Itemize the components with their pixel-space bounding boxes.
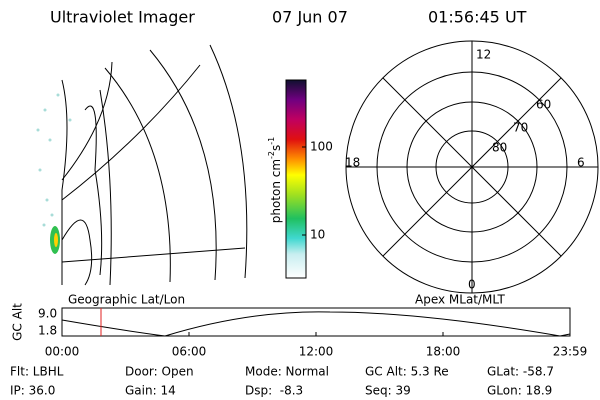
- title: Ultraviolet Imager: [50, 8, 195, 27]
- lat-label: 80: [492, 141, 507, 155]
- mlt-label: 18: [345, 156, 360, 170]
- geographic-map: [36, 44, 248, 286]
- strip-ylabel: GC Alt: [11, 303, 25, 341]
- status-field: Flt: LBHL: [10, 365, 64, 379]
- lat-label: 60: [536, 98, 551, 112]
- time: 01:56:45 UT: [428, 8, 527, 27]
- aurora-core: [54, 233, 58, 247]
- strip-xtick: 12:00: [299, 345, 334, 359]
- strip-xtick: 18:00: [426, 345, 461, 359]
- status-field: IP: 36.0: [10, 384, 55, 398]
- strip-xtick: 06:00: [172, 345, 207, 359]
- status-field: Door: Open: [125, 365, 194, 379]
- status-field: GC Alt: 5.3 Re: [365, 365, 449, 379]
- status-field: Gain: 14: [125, 384, 176, 398]
- altitude-curve: [61, 311, 571, 337]
- colorbar-tick: 10: [310, 228, 325, 242]
- strip-xtick: 23:59: [553, 345, 588, 359]
- status-field: GLat: -58.7: [487, 365, 554, 379]
- strip-ytick: 9.0: [38, 307, 57, 321]
- colorbar: [285, 79, 307, 279]
- status-field: Dsp: -8.3: [245, 384, 303, 398]
- mlt-label: 0: [468, 278, 476, 292]
- colorbar-tick: 100: [310, 140, 333, 154]
- mlt-label: 12: [476, 48, 491, 62]
- date: 07 Jun 07: [272, 8, 348, 27]
- polar-plot: [345, 40, 599, 294]
- status-field: Mode: Normal: [245, 365, 329, 379]
- strip-xtick: 00:00: [45, 345, 80, 359]
- panel-title: Geographic Lat/Lon: [68, 293, 185, 307]
- colorbar-label: photon cm-2s-1: [267, 137, 283, 224]
- mlt-label: 6: [577, 156, 585, 170]
- status-field: Seq: 39: [365, 384, 411, 398]
- panel-title: Apex MLat/MLT: [415, 293, 505, 307]
- lat-label: 70: [513, 121, 528, 135]
- status-field: GLon: 18.9: [487, 384, 552, 398]
- strip-ytick: 1.8: [38, 324, 57, 338]
